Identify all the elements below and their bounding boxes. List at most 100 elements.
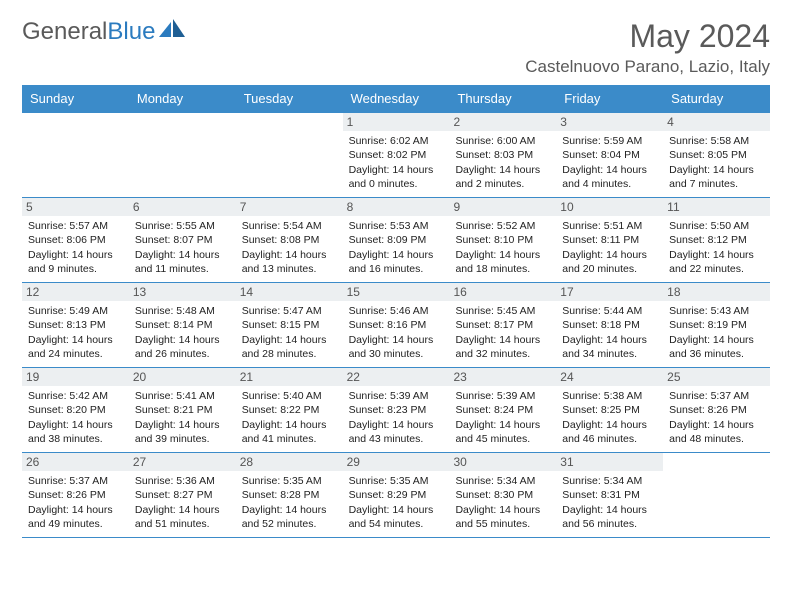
daylight-text: and 9 minutes. <box>28 262 123 276</box>
daylight-text: Daylight: 14 hours <box>135 248 230 262</box>
daylight-text: and 34 minutes. <box>562 347 657 361</box>
day-number: 24 <box>556 368 663 386</box>
calendar-day-cell: 16Sunrise: 5:45 AMSunset: 8:17 PMDayligh… <box>449 283 556 367</box>
daylight-text: and 18 minutes. <box>455 262 550 276</box>
daylight-text: Daylight: 14 hours <box>242 503 337 517</box>
day-number: 28 <box>236 453 343 471</box>
weekday-header: Tuesday <box>236 85 343 112</box>
daylight-text: Daylight: 14 hours <box>669 333 764 347</box>
weekday-header: Saturday <box>663 85 770 112</box>
sunrise-text: Sunrise: 5:58 AM <box>669 134 764 148</box>
daylight-text: and 32 minutes. <box>455 347 550 361</box>
sunrise-text: Sunrise: 5:37 AM <box>669 389 764 403</box>
brand-logo: GeneralBlue <box>22 18 185 46</box>
daylight-text: and 2 minutes. <box>455 177 550 191</box>
calendar-day-cell: 1Sunrise: 6:02 AMSunset: 8:02 PMDaylight… <box>343 113 450 197</box>
sunset-text: Sunset: 8:08 PM <box>242 233 337 247</box>
daylight-text: and 51 minutes. <box>135 517 230 531</box>
daylight-text: Daylight: 14 hours <box>349 418 444 432</box>
sunset-text: Sunset: 8:14 PM <box>135 318 230 332</box>
calendar-day-cell: 18Sunrise: 5:43 AMSunset: 8:19 PMDayligh… <box>663 283 770 367</box>
daylight-text: and 20 minutes. <box>562 262 657 276</box>
sunset-text: Sunset: 8:31 PM <box>562 488 657 502</box>
day-number: 25 <box>663 368 770 386</box>
calendar: SundayMondayTuesdayWednesdayThursdayFrid… <box>22 85 770 538</box>
calendar-week-row: 5Sunrise: 5:57 AMSunset: 8:06 PMDaylight… <box>22 197 770 282</box>
daylight-text: and 4 minutes. <box>562 177 657 191</box>
sunset-text: Sunset: 8:13 PM <box>28 318 123 332</box>
sunrise-text: Sunrise: 5:34 AM <box>562 474 657 488</box>
calendar-day-cell: 21Sunrise: 5:40 AMSunset: 8:22 PMDayligh… <box>236 368 343 452</box>
sunset-text: Sunset: 8:27 PM <box>135 488 230 502</box>
brand-part1: General <box>22 18 107 46</box>
sunset-text: Sunset: 8:30 PM <box>455 488 550 502</box>
calendar-day-cell <box>129 113 236 197</box>
sunrise-text: Sunrise: 5:46 AM <box>349 304 444 318</box>
daylight-text: and 54 minutes. <box>349 517 444 531</box>
calendar-day-cell <box>22 113 129 197</box>
sunset-text: Sunset: 8:17 PM <box>455 318 550 332</box>
sunrise-text: Sunrise: 5:42 AM <box>28 389 123 403</box>
day-number: 10 <box>556 198 663 216</box>
day-number: 22 <box>343 368 450 386</box>
daylight-text: Daylight: 14 hours <box>562 503 657 517</box>
sunset-text: Sunset: 8:25 PM <box>562 403 657 417</box>
daylight-text: Daylight: 14 hours <box>455 503 550 517</box>
daylight-text: and 24 minutes. <box>28 347 123 361</box>
calendar-day-cell: 10Sunrise: 5:51 AMSunset: 8:11 PMDayligh… <box>556 198 663 282</box>
weekday-header: Sunday <box>22 85 129 112</box>
sunrise-text: Sunrise: 5:37 AM <box>28 474 123 488</box>
daylight-text: Daylight: 14 hours <box>135 503 230 517</box>
calendar-day-cell <box>663 453 770 537</box>
sunset-text: Sunset: 8:10 PM <box>455 233 550 247</box>
calendar-day-cell: 5Sunrise: 5:57 AMSunset: 8:06 PMDaylight… <box>22 198 129 282</box>
calendar-day-cell: 11Sunrise: 5:50 AMSunset: 8:12 PMDayligh… <box>663 198 770 282</box>
sunset-text: Sunset: 8:29 PM <box>349 488 444 502</box>
day-number: 17 <box>556 283 663 301</box>
sunset-text: Sunset: 8:03 PM <box>455 148 550 162</box>
day-number: 16 <box>449 283 556 301</box>
day-number: 11 <box>663 198 770 216</box>
page-header: GeneralBlue May 2024 Castelnuovo Parano,… <box>22 18 770 77</box>
daylight-text: Daylight: 14 hours <box>562 333 657 347</box>
brand-part2: Blue <box>107 18 155 46</box>
daylight-text: Daylight: 14 hours <box>135 333 230 347</box>
daylight-text: and 55 minutes. <box>455 517 550 531</box>
calendar-day-cell: 17Sunrise: 5:44 AMSunset: 8:18 PMDayligh… <box>556 283 663 367</box>
sunrise-text: Sunrise: 5:35 AM <box>349 474 444 488</box>
daylight-text: and 41 minutes. <box>242 432 337 446</box>
sunset-text: Sunset: 8:18 PM <box>562 318 657 332</box>
calendar-day-cell: 8Sunrise: 5:53 AMSunset: 8:09 PMDaylight… <box>343 198 450 282</box>
sunset-text: Sunset: 8:20 PM <box>28 403 123 417</box>
calendar-day-cell: 25Sunrise: 5:37 AMSunset: 8:26 PMDayligh… <box>663 368 770 452</box>
day-number: 20 <box>129 368 236 386</box>
calendar-day-cell: 20Sunrise: 5:41 AMSunset: 8:21 PMDayligh… <box>129 368 236 452</box>
daylight-text: Daylight: 14 hours <box>669 163 764 177</box>
calendar-day-cell: 12Sunrise: 5:49 AMSunset: 8:13 PMDayligh… <box>22 283 129 367</box>
day-number: 18 <box>663 283 770 301</box>
weekday-header: Wednesday <box>343 85 450 112</box>
calendar-header-row: SundayMondayTuesdayWednesdayThursdayFrid… <box>22 85 770 112</box>
sunset-text: Sunset: 8:16 PM <box>349 318 444 332</box>
day-number: 23 <box>449 368 556 386</box>
daylight-text: and 22 minutes. <box>669 262 764 276</box>
daylight-text: and 49 minutes. <box>28 517 123 531</box>
logo-sail-icon <box>159 18 185 46</box>
daylight-text: and 7 minutes. <box>669 177 764 191</box>
day-number: 27 <box>129 453 236 471</box>
calendar-week-row: 1Sunrise: 6:02 AMSunset: 8:02 PMDaylight… <box>22 112 770 197</box>
sunset-text: Sunset: 8:19 PM <box>669 318 764 332</box>
sunset-text: Sunset: 8:22 PM <box>242 403 337 417</box>
daylight-text: and 11 minutes. <box>135 262 230 276</box>
sunrise-text: Sunrise: 5:35 AM <box>242 474 337 488</box>
calendar-body: 1Sunrise: 6:02 AMSunset: 8:02 PMDaylight… <box>22 112 770 538</box>
daylight-text: and 28 minutes. <box>242 347 337 361</box>
daylight-text: and 36 minutes. <box>669 347 764 361</box>
day-number: 14 <box>236 283 343 301</box>
daylight-text: Daylight: 14 hours <box>242 418 337 432</box>
sunrise-text: Sunrise: 5:34 AM <box>455 474 550 488</box>
calendar-week-row: 19Sunrise: 5:42 AMSunset: 8:20 PMDayligh… <box>22 367 770 452</box>
day-number: 7 <box>236 198 343 216</box>
sunrise-text: Sunrise: 5:49 AM <box>28 304 123 318</box>
location-text: Castelnuovo Parano, Lazio, Italy <box>525 57 770 77</box>
